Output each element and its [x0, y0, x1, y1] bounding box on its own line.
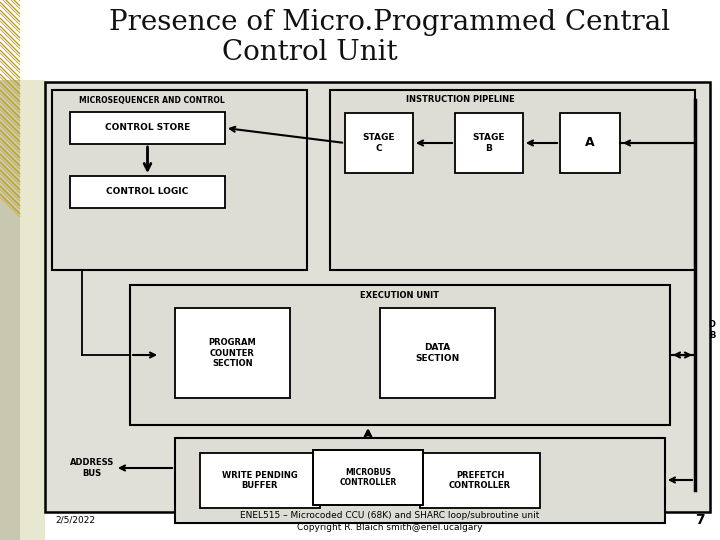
- Text: A: A: [585, 137, 595, 150]
- Text: EXECUTION UNIT: EXECUTION UNIT: [361, 292, 439, 300]
- Bar: [345, 113, 413, 173]
- Bar: [313, 450, 423, 505]
- Text: ADDRESS
BUS: ADDRESS BUS: [70, 458, 114, 478]
- Text: MICROSEQUENCER AND CONTROL: MICROSEQUENCER AND CONTROL: [79, 96, 225, 105]
- Text: STAGE
C: STAGE C: [363, 133, 395, 153]
- Bar: [420, 453, 540, 508]
- Bar: [20, 0, 45, 540]
- Bar: [560, 113, 620, 173]
- Bar: [0, 0, 720, 80]
- Text: Presence of Micro.Programmed Central: Presence of Micro.Programmed Central: [109, 9, 670, 36]
- Text: D
B: D B: [708, 320, 716, 340]
- Bar: [330, 90, 695, 270]
- Bar: [0, 0, 20, 540]
- Text: MICROBUS
CONTROLLER: MICROBUS CONTROLLER: [339, 468, 397, 487]
- Text: PROGRAM
COUNTER
SECTION: PROGRAM COUNTER SECTION: [209, 338, 256, 368]
- Bar: [380, 308, 495, 398]
- Text: WRITE PENDING
BUFFER: WRITE PENDING BUFFER: [222, 471, 298, 490]
- Text: CONTROL LOGIC: CONTROL LOGIC: [107, 187, 189, 197]
- Text: STAGE
B: STAGE B: [473, 133, 505, 153]
- Text: INSTRUCTION PIPELINE: INSTRUCTION PIPELINE: [405, 96, 514, 105]
- Bar: [70, 176, 225, 208]
- Bar: [175, 438, 665, 523]
- Bar: [52, 90, 307, 270]
- Text: PREFETCH
CONTROLLER: PREFETCH CONTROLLER: [449, 471, 511, 490]
- Bar: [455, 113, 523, 173]
- Text: CONTROL STORE: CONTROL STORE: [105, 124, 190, 132]
- Bar: [70, 112, 225, 144]
- Bar: [200, 453, 320, 508]
- Text: ENEL515 – Microcoded CCU (68K) and SHARC loop/subroutine unit: ENEL515 – Microcoded CCU (68K) and SHARC…: [240, 510, 540, 519]
- Bar: [45, 82, 710, 512]
- Bar: [175, 308, 290, 398]
- Text: 2/5/2022: 2/5/2022: [55, 516, 95, 524]
- Text: 7: 7: [696, 513, 705, 527]
- Bar: [130, 285, 670, 425]
- Text: Control Unit: Control Unit: [222, 38, 398, 65]
- Text: Copyright R. Blaich smith@enel.ucalgary: Copyright R. Blaich smith@enel.ucalgary: [297, 523, 482, 531]
- Text: DATA
SECTION: DATA SECTION: [415, 343, 459, 363]
